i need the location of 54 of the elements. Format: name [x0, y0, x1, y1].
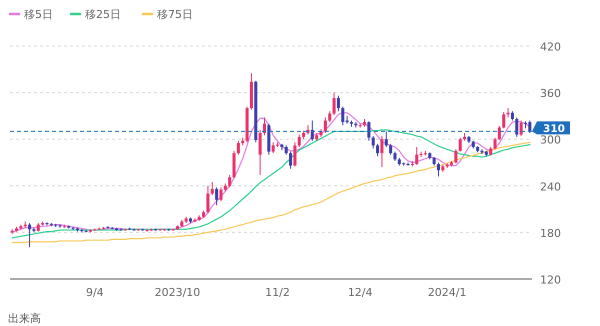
candlestick — [236, 140, 240, 156]
candlestick — [515, 116, 518, 138]
line-series — [12, 142, 530, 244]
y-tick-label: 240 — [540, 180, 561, 194]
legend-label: 移5日 — [24, 8, 53, 21]
y-tick-label: 360 — [540, 87, 561, 100]
candlestick — [458, 137, 462, 152]
candlestick — [454, 148, 458, 164]
candlestick — [272, 142, 275, 154]
candlestick — [367, 120, 370, 142]
y-tick-label: 300 — [540, 134, 561, 147]
x-tick-label: 2024/1 — [428, 286, 467, 299]
candlestick — [289, 151, 292, 170]
candlestick — [510, 110, 514, 122]
candlestick — [528, 120, 532, 134]
legend-label: 移75日 — [157, 8, 193, 21]
x-tick-label: 11/2 — [265, 286, 290, 299]
candlestick — [380, 136, 384, 168]
legend-label: 移25日 — [85, 8, 121, 21]
candlestick — [332, 92, 336, 116]
x-tick-label: 12/4 — [348, 286, 373, 299]
candlestick — [498, 125, 501, 140]
candlestick — [384, 130, 388, 148]
candlestick — [210, 181, 214, 196]
candlestick — [389, 143, 392, 156]
candlestick — [376, 143, 380, 157]
candlestick — [372, 136, 375, 150]
candlestick — [219, 186, 222, 202]
candlestick — [415, 146, 418, 166]
candlestick — [393, 151, 396, 162]
candlestick — [206, 185, 210, 214]
candlestick — [502, 112, 506, 129]
candlestick — [324, 116, 327, 134]
candlestick — [228, 174, 232, 188]
candlestick — [28, 222, 32, 248]
candlestick — [506, 108, 510, 118]
y-tick-label: 420 — [540, 40, 561, 54]
candlestick — [436, 162, 440, 177]
candlestick — [215, 186, 218, 206]
candlestick — [336, 95, 340, 112]
candlestick — [341, 106, 344, 126]
candlestick — [293, 142, 296, 167]
text: 出来高 — [8, 312, 41, 325]
candlestick — [298, 134, 301, 148]
candlestick — [494, 137, 497, 150]
candlestick — [328, 110, 332, 123]
candlestick — [258, 129, 262, 176]
y-tick-label: 180 — [540, 226, 561, 240]
x-tick-label: 2023/10 — [154, 286, 200, 299]
candlestick — [520, 120, 523, 137]
x-tick-label: 9/4 — [86, 286, 104, 299]
candlestick — [284, 144, 288, 156]
y-tick-label: 120 — [540, 274, 561, 286]
ref-line-label: 310 — [543, 122, 565, 135]
